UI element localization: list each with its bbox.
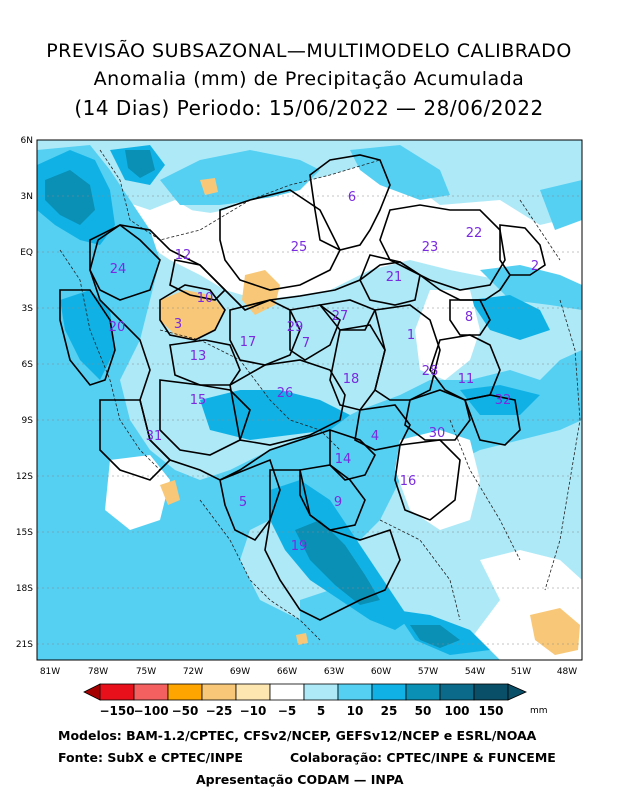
graticule: [37, 195, 582, 645]
colorbar-label: 150: [478, 704, 503, 718]
colorbar-unit: mm: [530, 706, 548, 716]
region-label-23: 23: [422, 240, 439, 255]
colorbar-swatch-0: [83, 683, 101, 701]
lat-label-15s: 15S: [16, 528, 33, 538]
region-label-17: 17: [240, 335, 257, 350]
map-frame: [36, 139, 583, 661]
lon-label-66w: 66W: [277, 667, 297, 677]
region-label-28: 28: [422, 364, 439, 379]
region-labels: 1 2 3 4 5 6 7 8 9 10 11 12 13 14 15 16 1…: [109, 190, 539, 554]
region-label-29: 29: [287, 320, 304, 335]
colorbar-swatch-1: [99, 683, 135, 701]
region-label-12: 12: [175, 248, 192, 263]
lat-label-eq: EQ: [20, 248, 33, 258]
credits-presentation: Apresentação CODAM — INPA: [196, 772, 404, 787]
lat-label-21s: 21S: [16, 640, 33, 650]
lon-label-54w: 54W: [465, 667, 485, 677]
colorbar: −150 −100 −50 −25 −10 −5 5 10 25 50 100 …: [83, 683, 548, 718]
colorbar-swatch-9: [371, 683, 407, 701]
region-label-8: 8: [465, 310, 473, 325]
colorbar-swatch-5: [235, 683, 271, 701]
region-label-18: 18: [343, 372, 360, 387]
colorbar-label: −150: [99, 704, 134, 718]
colorbar-label: 5: [317, 704, 325, 718]
region-label-4: 4: [371, 429, 379, 444]
lon-label-51w: 51W: [511, 667, 531, 677]
region-label-11: 11: [458, 372, 475, 387]
longitude-axis: 81W 78W 75W 72W 69W 66W 63W 60W 57W 54W …: [40, 667, 577, 677]
region-label-32: 32: [495, 393, 512, 408]
colorbar-label: −5: [278, 704, 296, 718]
colorbar-swatch-4: [201, 683, 237, 701]
colorbar-label: −10: [240, 704, 267, 718]
lat-label-6s: 6S: [22, 360, 34, 370]
credits-models: Modelos: BAM-1.2/CPTEC, CFSv2/NCEP, GEFS…: [58, 728, 537, 743]
colorbar-swatch-12: [473, 683, 509, 701]
lon-label-57w: 57W: [418, 667, 438, 677]
region-label-22: 22: [466, 226, 483, 241]
credits-collaboration: Colaboração: CPTEC/INPE & FUNCEME: [290, 750, 556, 765]
region-label-20: 20: [109, 320, 126, 335]
lat-label-12s: 12S: [16, 472, 33, 482]
basin-boundaries: [59, 154, 546, 621]
colorbar-swatch-11: [439, 683, 475, 701]
colorbar-swatch-6: [269, 683, 305, 701]
anomaly-field: [37, 140, 582, 660]
lon-label-63w: 63W: [324, 667, 344, 677]
region-label-30: 30: [429, 426, 446, 441]
lat-label-6n: 6N: [21, 136, 33, 146]
lon-label-69w: 69W: [230, 667, 250, 677]
region-label-7: 7: [302, 336, 310, 351]
region-label-25: 25: [291, 240, 308, 255]
region-label-15: 15: [190, 393, 207, 408]
region-label-26: 26: [277, 386, 294, 401]
region-label-10: 10: [197, 291, 214, 306]
region-label-2: 2: [531, 259, 539, 274]
lon-label-75w: 75W: [136, 667, 156, 677]
colorbar-label: −25: [206, 704, 233, 718]
region-label-13: 13: [190, 349, 207, 364]
colorbar-swatch-13: [507, 683, 527, 701]
region-label-16: 16: [400, 474, 417, 489]
lat-label-3s: 3S: [22, 304, 34, 314]
colorbar-label: 100: [444, 704, 469, 718]
colorbar-label: −100: [133, 704, 168, 718]
region-label-1: 1: [407, 328, 415, 343]
region-label-21: 21: [386, 270, 403, 285]
colorbar-swatch-2: [133, 683, 169, 701]
credits-source: Fonte: SubX e CPTEC/INPE: [58, 750, 243, 765]
colorbar-swatch-3: [167, 683, 203, 701]
colorbar-label: 25: [381, 704, 398, 718]
colorbar-swatch-7: [303, 683, 339, 701]
region-label-19: 19: [291, 539, 308, 554]
lat-label-18s: 18S: [16, 584, 33, 594]
colorbar-swatch-8: [337, 683, 373, 701]
map-title-line-2: Anomalia (mm) de Precipitação Acumulada: [93, 68, 525, 90]
region-label-14: 14: [335, 452, 352, 467]
lon-label-72w: 72W: [183, 667, 203, 677]
region-label-24: 24: [110, 262, 127, 277]
region-label-3: 3: [174, 317, 182, 332]
colorbar-swatch-10: [405, 683, 441, 701]
lon-label-60w: 60W: [371, 667, 391, 677]
region-label-31: 31: [146, 429, 163, 444]
lon-label-48w: 48W: [557, 667, 577, 677]
colorbar-label: −50: [172, 704, 199, 718]
lon-label-78w: 78W: [88, 667, 108, 677]
latitude-axis: 6N 3N EQ 3S 6S 9S 12S 15S 18S 21S: [16, 136, 33, 650]
region-label-5: 5: [239, 495, 247, 510]
lon-label-81w: 81W: [40, 667, 60, 677]
map-title-line-1: PREVISÃO SUBSAZONAL—MULTIMODELO CALIBRAD…: [46, 40, 572, 62]
colorbar-label: 10: [347, 704, 364, 718]
region-label-27: 27: [332, 309, 349, 324]
lat-label-3n: 3N: [21, 192, 33, 202]
lat-label-9s: 9S: [22, 416, 34, 426]
region-label-6: 6: [348, 190, 356, 205]
region-label-9: 9: [334, 495, 342, 510]
map-title-line-3: (14 Dias) Periodo: 15/06/2022 — 28/06/20…: [74, 96, 544, 120]
colorbar-label: 50: [415, 704, 432, 718]
